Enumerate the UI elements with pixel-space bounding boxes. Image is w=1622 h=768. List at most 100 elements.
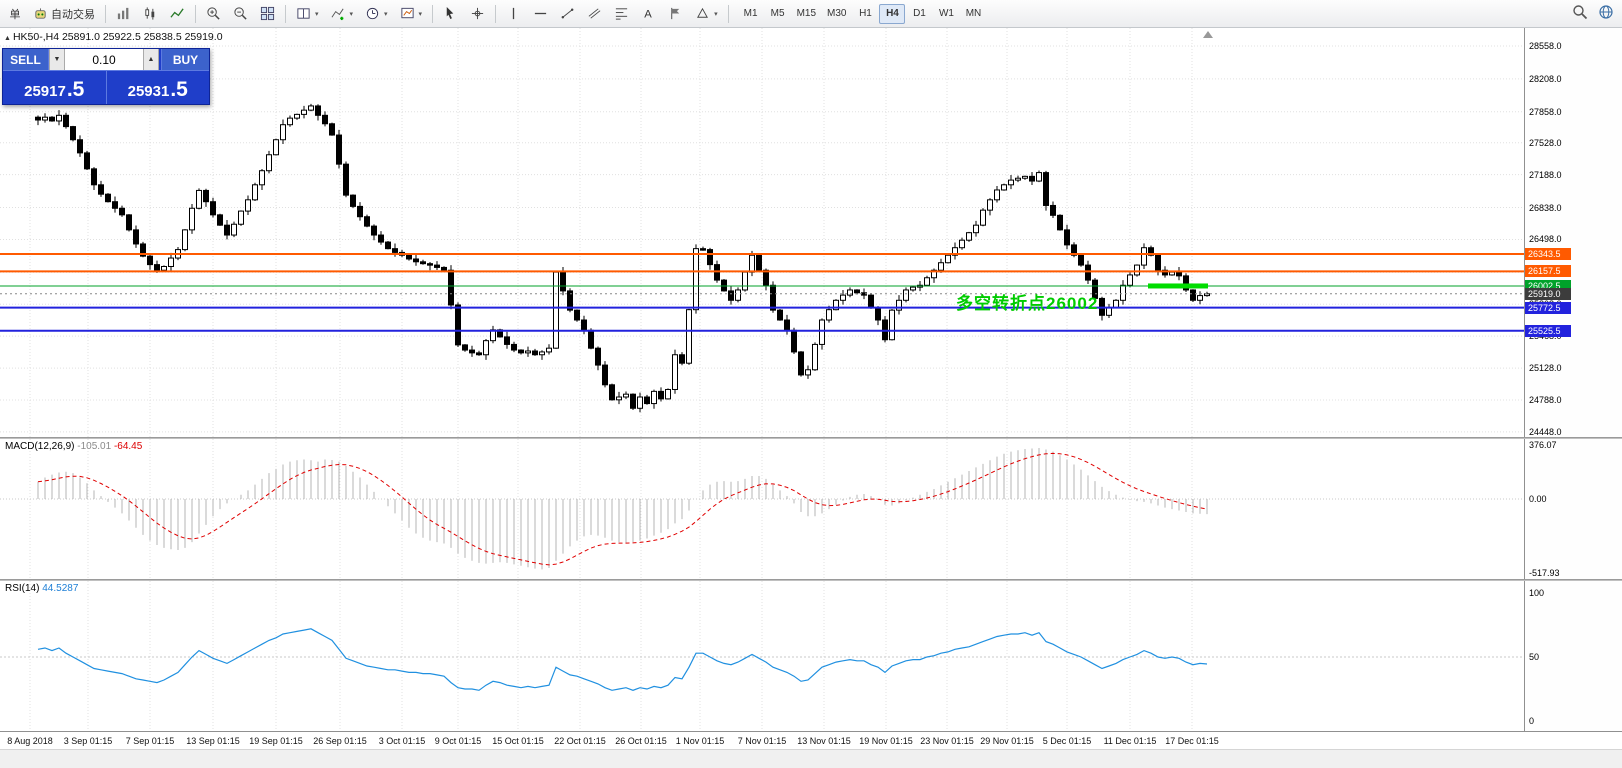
cursor-icon [443,6,458,21]
channel-button[interactable] [582,3,607,25]
svg-text:A: A [644,8,652,20]
macd-label: MACD(12,26,9) -105.01 -64.45 [5,441,142,452]
tile-windows-icon [260,6,275,21]
panel-divider[interactable] [0,579,1622,581]
trendline-button[interactable] [555,3,580,25]
macd-value: -105.01 [77,441,112,452]
rsi-canvas[interactable] [0,581,1524,731]
timeframe-H4[interactable]: H4 [879,3,906,24]
time-label: 13 Nov 01:15 [797,736,851,746]
timeframe-D1[interactable]: D1 [913,8,926,19]
shapes-button[interactable]: ▾ [690,3,723,25]
macd-signal-value: -64.45 [113,441,143,452]
text-label-icon [668,6,683,21]
trendline-icon [560,6,575,21]
layout-vertical-icon [296,6,311,21]
autotrade-icon [33,6,48,21]
crosshair-icon [470,6,485,21]
caret-icon: ▾ [315,10,319,18]
timeframe-W1[interactable]: W1 [938,8,954,19]
time-label: 23 Nov 01:15 [920,736,974,746]
rsi-name: RSI(14) [5,583,40,594]
community-globe-icon[interactable] [1598,4,1614,25]
panel-divider[interactable] [0,437,1622,439]
volume-decrease-button[interactable]: ▼ [49,49,65,70]
sell-price-main: 25917 [24,83,66,100]
time-label: 1 Nov 01:15 [675,736,725,746]
text-label-button[interactable] [663,3,688,25]
clock-period-button[interactable]: ▾ [360,3,393,25]
time-label: 9 Oct 01:15 [434,736,482,746]
chart-title: ▲ HK50-,H4 25891.0 25922.5 25838.5 25919.… [4,31,223,43]
timeframe-group: M1 M5 M15 M30 H1 H4 D1 W1 MN [738,3,987,24]
chart-template-button[interactable]: ▾ [395,3,428,25]
sell-button[interactable]: SELL [3,49,49,70]
time-label: 3 Sep 01:15 [63,736,113,746]
toolbar-separator [105,4,106,23]
rsi-value: 44.5287 [42,583,79,594]
price-axis[interactable]: 28558.0 28208.0 27858.0 27528.0 27188.0 26838… [1524,28,1622,437]
pivot-annotation-text: 多空转折点26002 [956,294,1099,313]
bar-chart-button[interactable] [111,3,136,25]
chart-shift-icon[interactable] [1203,31,1213,38]
text-button[interactable]: A [636,3,661,25]
volume-input[interactable]: 0.10 [65,49,143,70]
main-chart-panel: 28558.0 28208.0 27858.0 27528.0 27188.0 26838… [0,28,1622,437]
cursor-button[interactable] [438,3,463,25]
shapes-icon [695,6,710,21]
timeframe-H1[interactable]: H1 [859,8,872,19]
macd-axis[interactable]: 376.07 0.00 -517.93 [1524,439,1622,579]
vertical-line-button[interactable] [501,3,526,25]
main-chart-canvas[interactable] [0,28,1524,437]
fibonacci-button[interactable] [609,3,634,25]
volume-increase-button[interactable]: ▲ [143,49,159,70]
time-label: 3 Oct 01:15 [378,736,426,746]
search-icon[interactable] [1572,4,1588,25]
macd-panel: 376.07 0.00 -517.93 MACD(12,26,9) -105.01 … [0,439,1622,579]
autotrade-button[interactable]: 自动交易 [28,3,100,25]
bar-chart-icon [116,6,131,21]
autotrade-label: 自动交易 [51,8,95,21]
timeframe-M1[interactable]: M1 [743,8,758,19]
caret-icon: ▾ [349,10,354,18]
macd-canvas[interactable] [0,439,1524,579]
buy-price-frac: .5 [170,78,188,101]
sell-price-display[interactable]: 25917.5 [3,71,107,104]
time-label: 22 Oct 01:15 [554,736,606,746]
horizontal-line-icon [533,6,548,21]
toolbar-separator [285,4,286,23]
one-click-trading-panel: SELL ▼ 0.10 ▲ BUY 25917.5 25931.5 [2,48,210,105]
time-axis[interactable]: 8 Aug 2018 3 Sep 01:15 7 Sep 01:15 13 Sep 0… [0,731,1622,749]
toolbar-separator [195,4,196,23]
macd-name: MACD(12,26,9) [5,441,75,452]
timeframe-M15[interactable]: M15 [796,8,817,19]
chart-ohlc-text: HK50-,H4 25891.0 25922.5 25838.5 25919.0 [12,31,223,43]
candlestick-chart-button[interactable] [138,3,163,25]
crosshair-button[interactable] [465,3,490,25]
timeframe-MN[interactable]: MN [965,8,982,19]
line-chart-button[interactable] [165,3,190,25]
buy-price-display[interactable]: 25931.5 [107,71,210,104]
text-icon: A [641,6,656,21]
vertical-line-icon [506,6,521,21]
layout-vertical-button[interactable]: ▾ [291,3,324,25]
tile-windows-button[interactable] [255,3,280,25]
add-indicator-button[interactable]: ▾ [326,3,359,25]
horizontal-line-button[interactable] [528,3,553,25]
timeframe-M5[interactable]: M5 [770,8,785,19]
sell-price-frac: .5 [66,78,85,101]
time-label: 7 Sep 01:15 [125,736,175,746]
zoom-out-button[interactable] [228,3,253,25]
new-order-button[interactable]: 单 [4,3,26,25]
clock-icon [365,6,380,21]
buy-button[interactable]: BUY [161,49,209,70]
rsi-axis[interactable]: 100 50 0 [1524,581,1622,731]
zoom-in-button[interactable] [201,3,226,25]
toolbar-right-group [1572,0,1614,28]
add-indicator-icon [331,6,346,21]
timeframe-M30[interactable]: M30 [827,8,847,19]
bottom-strip [0,749,1622,768]
time-label: 19 Nov 01:15 [859,736,913,746]
fibonacci-icon [614,6,629,21]
